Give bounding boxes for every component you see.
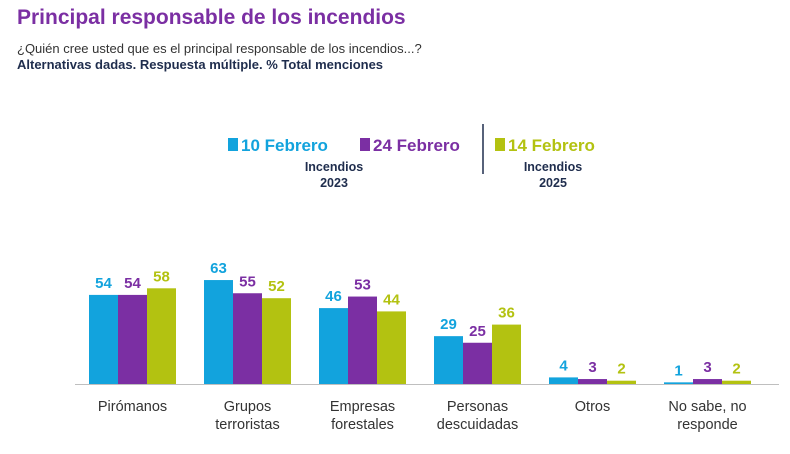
x-tick-label: Grupos terroristas: [215, 399, 279, 433]
data-label: 53: [354, 277, 371, 294]
bar: [118, 294, 147, 384]
data-label: 2: [732, 361, 740, 378]
bar: [233, 293, 262, 384]
legend-label: 10 Febrero: [241, 136, 328, 155]
data-label: 55: [239, 273, 256, 290]
data-label: 46: [325, 288, 342, 305]
data-label: 3: [588, 359, 596, 376]
data-label: 54: [95, 275, 112, 292]
data-label: 2: [617, 361, 625, 378]
bar: [693, 379, 722, 384]
x-tick-label: No sabe, no responde: [668, 399, 746, 433]
legend-label: 24 Febrero: [373, 136, 460, 155]
bar: [377, 311, 406, 384]
data-label: 44: [383, 291, 400, 308]
bar: [607, 380, 636, 384]
survey-note: Alternativas dadas. Respuesta múltiple. …: [17, 57, 384, 72]
data-label: 3: [703, 359, 711, 376]
bar: [147, 288, 176, 384]
data-label: 52: [268, 278, 285, 295]
data-label: 1: [674, 362, 682, 379]
legend-group-label: Incendios 2025: [524, 160, 582, 190]
bar: [262, 298, 291, 384]
x-tick-label: Empresas forestales: [330, 399, 395, 433]
bar: [89, 294, 118, 384]
data-label: 4: [559, 357, 568, 374]
plot-area: 54 63 46 29 4 1 54 55 53 25 3 3 58 52 44 36 2 2 Pirómanos G…: [89, 260, 751, 433]
data-label: 58: [153, 268, 170, 285]
bar: [434, 336, 463, 384]
bar: [664, 382, 693, 384]
x-tick-label: Otros: [575, 399, 610, 415]
bar: [463, 342, 492, 384]
legend-swatch: [360, 138, 370, 151]
bar: [578, 379, 607, 384]
data-label: 54: [124, 275, 141, 292]
bar: [348, 296, 377, 384]
data-label: 25: [469, 323, 486, 340]
legend-swatch: [495, 138, 505, 151]
legend-group-label: Incendios 2023: [305, 160, 363, 190]
bar: [319, 308, 348, 384]
legend-swatch: [228, 138, 238, 151]
page-title: Principal responsable de los incendios: [17, 6, 406, 29]
survey-question: ¿Quién cree usted que es el principal re…: [17, 41, 422, 56]
legend: 10 Febrero 24 Febrero 14 Febrero Incendios 2…: [228, 136, 595, 190]
bar: [722, 380, 751, 384]
bar: [549, 377, 578, 384]
data-label: 36: [498, 305, 515, 322]
x-tick-label: Pirómanos: [98, 399, 167, 415]
bar: [492, 324, 521, 384]
bar: [204, 280, 233, 384]
x-tick-label: Personas descuidadas: [437, 399, 518, 433]
data-label: 63: [210, 260, 227, 277]
legend-label: 14 Febrero: [508, 136, 595, 155]
data-label: 29: [440, 316, 457, 333]
